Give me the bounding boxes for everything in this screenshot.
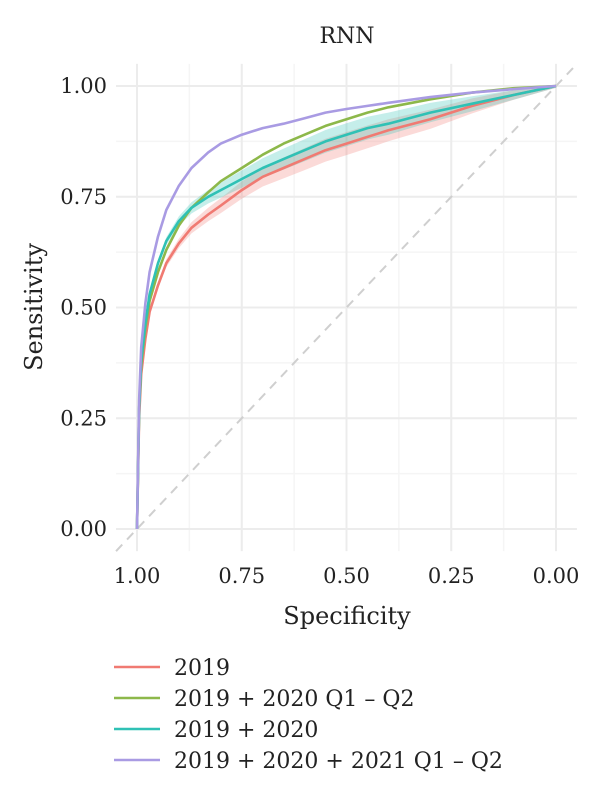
gridlines xyxy=(116,63,577,552)
x-tick-label: 0.50 xyxy=(323,564,370,588)
legend-label-series-3: 2019 + 2020 xyxy=(174,718,318,743)
roc-line-series-3 xyxy=(135,84,557,530)
y-axis-tick-labels: 0.00 0.25 0.50 0.75 1.00 xyxy=(60,74,107,541)
y-tick-label: 0.00 xyxy=(60,517,107,541)
x-axis-title: Specificity xyxy=(283,602,411,630)
y-tick-label: 1.00 xyxy=(60,74,107,98)
y-tick-label: 0.50 xyxy=(60,296,107,320)
y-tick-label: 0.25 xyxy=(60,406,107,430)
chart-title: RNN xyxy=(319,24,374,49)
legend-label-series-1: 2019 xyxy=(174,656,230,681)
roc-line-series-1 xyxy=(135,84,557,530)
legend-label-series-2: 2019 + 2020 Q1 – Q2 xyxy=(174,687,414,712)
legend-label-series-4: 2019 + 2020 + 2021 Q1 – Q2 xyxy=(174,749,503,774)
roc-curves xyxy=(135,84,557,530)
roc-line-series-4 xyxy=(135,84,557,530)
y-tick-label: 0.75 xyxy=(60,185,107,209)
x-tick-label: 0.00 xyxy=(533,564,580,588)
confidence-ribbons xyxy=(137,86,556,529)
legend: 2019 2019 + 2020 Q1 – Q2 2019 + 2020 2019 +… xyxy=(114,656,503,774)
y-axis-title: Sensitivity xyxy=(20,243,48,371)
ribbon-series-1 xyxy=(137,86,556,529)
x-tick-label: 1.00 xyxy=(114,564,161,588)
x-axis-tick-labels: 1.00 0.75 0.50 0.25 0.00 xyxy=(114,564,580,588)
x-tick-label: 0.25 xyxy=(428,564,475,588)
x-tick-label: 0.75 xyxy=(218,564,265,588)
